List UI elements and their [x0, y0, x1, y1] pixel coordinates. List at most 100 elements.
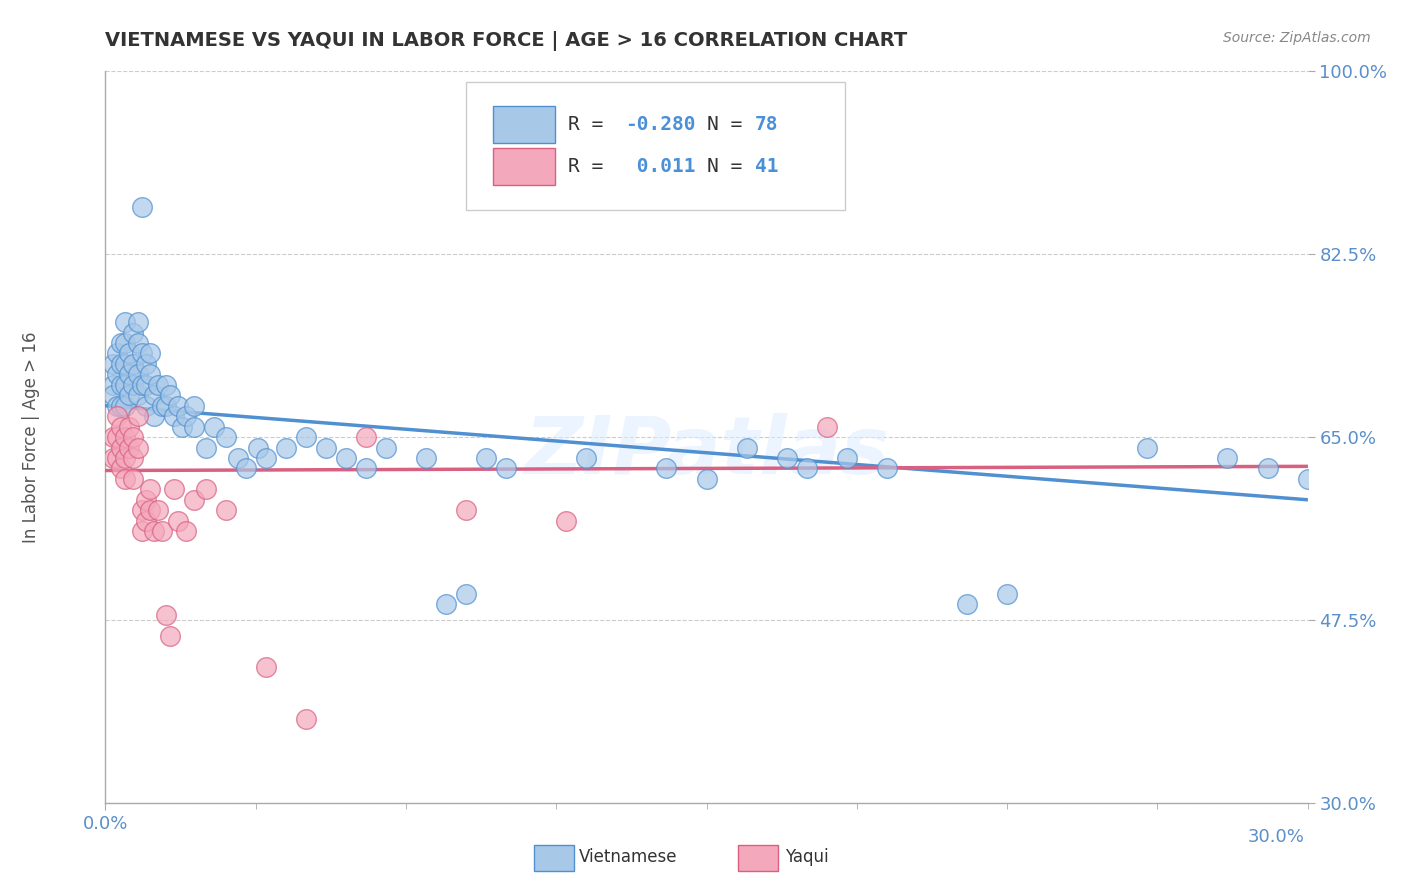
Point: [107, 430, 129, 444]
Point: [122, 472, 145, 486]
Point: [103, 430, 125, 444]
Point: [142, 409, 165, 424]
Point: [118, 388, 141, 402]
Point: [110, 419, 132, 434]
Point: [214, 503, 236, 517]
Point: [122, 377, 145, 392]
Point: [434, 597, 457, 611]
Text: -0.280: -0.280: [624, 115, 696, 135]
Point: [174, 524, 197, 538]
Point: [114, 336, 136, 351]
Point: [127, 315, 149, 329]
Point: [146, 503, 169, 517]
Point: [107, 368, 129, 382]
Point: [114, 472, 136, 486]
Point: [131, 524, 153, 538]
Point: [155, 399, 177, 413]
Point: [183, 419, 205, 434]
Point: [295, 712, 318, 726]
Point: [166, 514, 188, 528]
Point: [155, 607, 177, 622]
Point: [202, 419, 225, 434]
Point: [183, 492, 205, 507]
Text: N =: N =: [707, 157, 754, 176]
Point: [454, 503, 477, 517]
Point: [159, 629, 181, 643]
Point: [135, 399, 157, 413]
Text: Source: ZipAtlas.com: Source: ZipAtlas.com: [1223, 31, 1371, 45]
Point: [183, 399, 205, 413]
Point: [696, 472, 718, 486]
Point: [475, 450, 498, 465]
Point: [107, 346, 129, 360]
Point: [127, 336, 149, 351]
Point: [295, 430, 318, 444]
Point: [127, 388, 149, 402]
Point: [138, 368, 160, 382]
Point: [127, 409, 149, 424]
Point: [118, 368, 141, 382]
Text: R =: R =: [568, 157, 616, 176]
Point: [142, 388, 165, 402]
Point: [354, 430, 377, 444]
Point: [135, 514, 157, 528]
Text: 0.011: 0.011: [624, 157, 696, 176]
Point: [138, 503, 160, 517]
Point: [103, 377, 125, 392]
Point: [103, 357, 125, 371]
Text: 41: 41: [755, 157, 778, 176]
Point: [131, 200, 153, 214]
Point: [107, 399, 129, 413]
Point: [142, 524, 165, 538]
Point: [110, 441, 132, 455]
Point: [995, 587, 1018, 601]
Point: [107, 409, 129, 424]
Point: [226, 450, 249, 465]
Point: [254, 450, 277, 465]
Point: [495, 461, 517, 475]
Point: [114, 357, 136, 371]
FancyBboxPatch shape: [492, 148, 555, 185]
Point: [235, 461, 257, 475]
Point: [110, 357, 132, 371]
Point: [118, 441, 141, 455]
Point: [110, 336, 132, 351]
Text: VIETNAMESE VS YAQUI IN LABOR FORCE | AGE > 16 CORRELATION CHART: VIETNAMESE VS YAQUI IN LABOR FORCE | AGE…: [105, 31, 908, 51]
Text: Vietnamese: Vietnamese: [579, 848, 678, 866]
Point: [170, 419, 193, 434]
Point: [1136, 441, 1159, 455]
Text: In Labor Force | Age > 16: In Labor Force | Age > 16: [22, 331, 39, 543]
Point: [214, 430, 236, 444]
Point: [575, 450, 598, 465]
Point: [354, 461, 377, 475]
Point: [246, 441, 269, 455]
Point: [131, 377, 153, 392]
Point: [107, 450, 129, 465]
Point: [454, 587, 477, 601]
Point: [166, 399, 188, 413]
Point: [735, 441, 758, 455]
Point: [815, 419, 838, 434]
Point: [776, 450, 799, 465]
Text: 30.0%: 30.0%: [1249, 828, 1305, 846]
Point: [194, 441, 217, 455]
Point: [122, 357, 145, 371]
Point: [122, 430, 145, 444]
Point: [956, 597, 979, 611]
Point: [274, 441, 297, 455]
Point: [103, 450, 125, 465]
Point: [135, 357, 157, 371]
Point: [118, 346, 141, 360]
Point: [127, 441, 149, 455]
Point: [194, 483, 217, 497]
Point: [110, 399, 132, 413]
Point: [162, 483, 184, 497]
Point: [146, 377, 169, 392]
Point: [150, 524, 173, 538]
Text: 78: 78: [755, 115, 778, 135]
Point: [138, 483, 160, 497]
Point: [114, 399, 136, 413]
Point: [335, 450, 357, 465]
Text: R =: R =: [568, 115, 616, 135]
Point: [1216, 450, 1239, 465]
